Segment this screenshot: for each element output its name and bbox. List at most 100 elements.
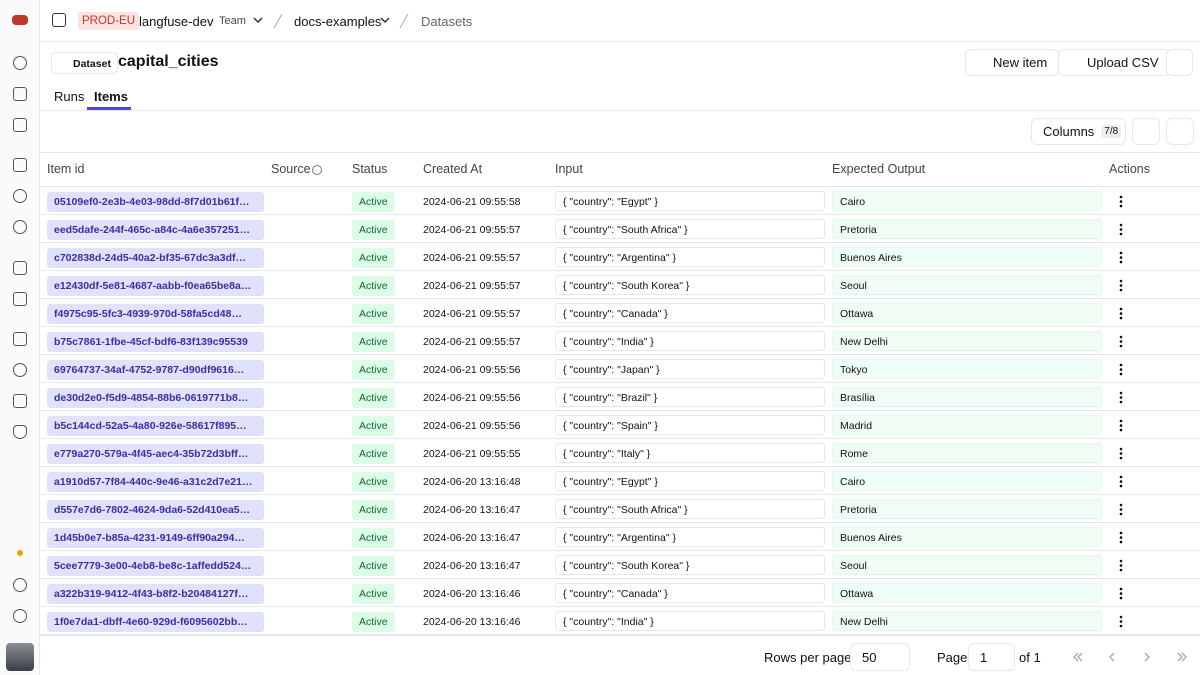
item-id[interactable]: f4975c95-5fc3-4939-970d-58fa5cd48… <box>47 304 264 324</box>
status-badge: Active <box>352 528 395 548</box>
row-menu[interactable] <box>1119 531 1123 544</box>
row-divider <box>40 242 1200 243</box>
expected-output: Tokyo <box>832 359 1102 379</box>
row-menu[interactable] <box>1119 363 1123 376</box>
prompts-icon[interactable] <box>13 261 27 275</box>
row-divider <box>40 298 1200 299</box>
logo[interactable] <box>12 15 28 25</box>
row-menu[interactable] <box>1119 419 1123 432</box>
row-menu[interactable] <box>1119 615 1123 628</box>
row-height-button[interactable] <box>1132 118 1160 145</box>
item-id[interactable]: eed5dafe-244f-465c-a84c-4a6e357251… <box>47 220 264 240</box>
org-name[interactable]: langfuse-dev <box>139 14 214 29</box>
item-id[interactable]: 05109ef0-2e3b-4e03-98dd-8f7d01b61f… <box>47 192 264 212</box>
support-icon[interactable] <box>13 609 27 623</box>
page-size-select[interactable]: 50 <box>850 643 910 671</box>
item-id[interactable]: de30d2e0-f5d9-4854-88b6-0619771b8… <box>47 388 264 408</box>
expected-output: Seoul <box>832 555 1102 575</box>
input: { "country": "Japan" } <box>555 359 825 379</box>
search-icon[interactable] <box>13 56 27 70</box>
row-menu[interactable] <box>1119 195 1123 208</box>
row-menu[interactable] <box>1119 503 1123 516</box>
input: { "country": "Argentina" } <box>555 527 825 547</box>
row-menu[interactable] <box>1119 335 1123 348</box>
status-badge: Active <box>352 248 395 268</box>
row-divider <box>40 270 1200 271</box>
status-badge: Active <box>352 304 395 324</box>
env-badge: PROD-EU <box>78 12 140 30</box>
item-id[interactable]: e779a270-579a-4f45-aec4-35b72d3bff… <box>47 444 264 464</box>
avatar[interactable] <box>6 643 34 671</box>
status-badge: Active <box>352 472 395 492</box>
row-divider <box>40 578 1200 579</box>
item-id[interactable]: c702838d-24d5-40a2-bf35-67dc3a3df… <box>47 248 264 268</box>
sessions-icon[interactable] <box>13 189 27 203</box>
datasets-icon[interactable] <box>13 425 27 439</box>
created-at: 2024-06-21 09:55:56 <box>423 392 521 404</box>
expected-output: Pretoria <box>832 499 1102 519</box>
created-at: 2024-06-20 13:16:46 <box>423 616 521 628</box>
status-badge: Active <box>352 276 395 296</box>
home-icon[interactable] <box>13 87 27 101</box>
item-id[interactable]: 1d45b0e7-b85a-4231-9149-6ff90a294… <box>47 528 264 548</box>
created-at: 2024-06-21 09:55:57 <box>423 280 521 292</box>
item-id[interactable]: 69764737-34af-4752-9787-d90df9616… <box>47 360 264 380</box>
pagination-buttons[interactable] <box>1066 644 1196 670</box>
item-id[interactable]: e12430df-5e81-4687-aabb-f0ea65be8a… <box>47 276 264 296</box>
status-badge: Active <box>352 360 395 380</box>
status-badge: Active <box>352 416 395 436</box>
expected-output: New Delhi <box>832 331 1102 351</box>
row-menu[interactable] <box>1119 587 1123 600</box>
input: { "country": "Italy" } <box>555 443 825 463</box>
row-menu[interactable] <box>1119 279 1123 292</box>
upload-csv-button[interactable]: Upload CSV <box>1058 49 1171 76</box>
column-header: Input <box>555 162 583 176</box>
created-at: 2024-06-20 13:16:48 <box>423 476 521 488</box>
row-divider <box>40 326 1200 327</box>
row-menu[interactable] <box>1119 559 1123 572</box>
item-id[interactable]: b75c7861-1fbe-45cf-bdf6-83f139c95539 <box>47 332 264 352</box>
created-at: 2024-06-20 13:16:47 <box>423 532 521 544</box>
dashboard-icon[interactable] <box>13 118 27 132</box>
columns-count: 7/8 <box>1101 125 1122 138</box>
item-id[interactable]: a322b319-9412-4f43-b8f2-b20484127f… <box>47 584 264 604</box>
new-item-button[interactable]: New item <box>965 49 1060 76</box>
row-menu[interactable] <box>1119 447 1123 460</box>
created-at: 2024-06-20 13:16:46 <box>423 588 521 600</box>
evals-icon[interactable] <box>13 363 27 377</box>
playground-icon[interactable] <box>13 292 27 306</box>
tab[interactable]: Runs <box>54 89 85 104</box>
expected-output: Buenos Aires <box>832 527 1102 547</box>
annotation-icon[interactable] <box>13 394 27 408</box>
columns-button[interactable]: Columns 7/8 <box>1031 118 1126 145</box>
expected-output: Pretoria <box>832 219 1102 239</box>
breadcrumb-page[interactable]: Datasets <box>421 14 473 29</box>
tab-active[interactable]: Items <box>94 89 128 104</box>
item-id[interactable]: a1910d57-7f84-440c-9e46-a31c2d7e21… <box>47 472 264 492</box>
settings-icon[interactable] <box>13 578 27 592</box>
row-menu[interactable] <box>1119 251 1123 264</box>
users-icon[interactable] <box>13 220 27 234</box>
row-menu[interactable] <box>1119 391 1123 404</box>
item-id[interactable]: 5cee7779-3e00-4eb8-be8c-1affedd524… <box>47 556 264 576</box>
status-badge: Active <box>352 220 395 240</box>
traces-icon[interactable] <box>13 158 27 172</box>
divider <box>40 186 1200 187</box>
row-menu[interactable] <box>1119 307 1123 320</box>
item-id[interactable]: b5c144cd-52a5-4a80-926e-58617f895… <box>47 416 264 436</box>
sidebar-toggle[interactable] <box>52 13 66 27</box>
project-name[interactable]: docs-examples <box>294 14 382 29</box>
expected-output: New Delhi <box>832 611 1102 631</box>
item-id[interactable]: 1f0e7da1-dbff-4e60-929d-f6095602bb… <box>47 612 264 632</box>
more-button[interactable] <box>1166 49 1193 76</box>
row-divider <box>40 494 1200 495</box>
page-input[interactable]: 1 <box>968 643 1015 671</box>
expected-output: Madrid <box>832 415 1102 435</box>
input: { "country": "India" } <box>555 611 825 631</box>
download-button[interactable] <box>1166 118 1194 145</box>
scores-icon[interactable] <box>13 332 27 346</box>
rows-per-page-label: Rows per page <box>764 650 852 665</box>
item-id[interactable]: d557e7d6-7802-4624-9da6-52d410ea5… <box>47 500 264 520</box>
row-menu[interactable] <box>1119 475 1123 488</box>
row-menu[interactable] <box>1119 223 1123 236</box>
